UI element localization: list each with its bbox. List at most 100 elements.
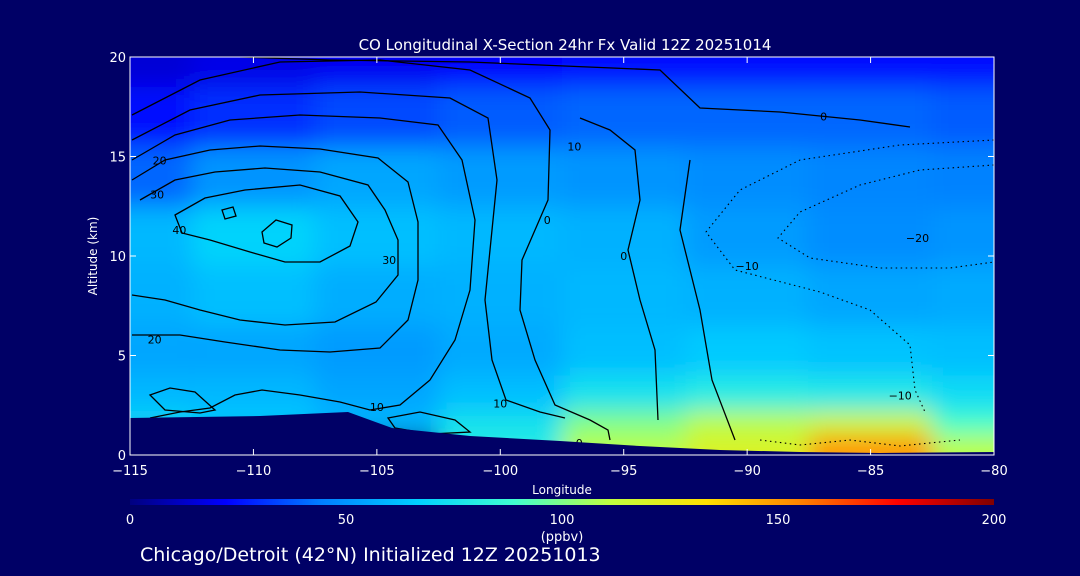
field-cell — [932, 410, 994, 436]
x-tick-label: −90 — [733, 464, 760, 479]
contour-label: −10 — [889, 389, 912, 402]
field-cell — [130, 57, 192, 87]
field-cell — [562, 146, 686, 207]
contour-line-20 — [131, 167, 399, 326]
field-cell — [438, 410, 562, 436]
contour-label: 0 — [620, 250, 627, 263]
y-tick-label: 20 — [109, 51, 126, 66]
field-cell — [932, 435, 994, 455]
field-cell — [562, 86, 686, 147]
contour-label: 10 — [567, 141, 581, 154]
field-cell — [562, 325, 686, 376]
field-cell — [808, 146, 933, 207]
footer-subtitle: Chicago/Detroit (42°N) Initialized 12Z 2… — [140, 544, 601, 566]
x-axis-label: Longitude — [532, 483, 592, 497]
contour-label: 0 — [820, 111, 827, 124]
y-tick-label: 0 — [118, 449, 126, 464]
field-cell — [932, 325, 994, 376]
contour-label: 20 — [148, 334, 162, 347]
field-cell — [685, 146, 809, 207]
contour-line-40b — [221, 206, 237, 220]
colorbar-tick-label: 150 — [766, 513, 791, 528]
field-cell — [808, 206, 933, 266]
field-cell — [932, 146, 994, 207]
field-cell — [438, 375, 562, 411]
contour-label: 10 — [493, 397, 507, 410]
field-cell — [808, 410, 933, 436]
field-cell — [685, 375, 809, 411]
x-tick-label: −85 — [857, 464, 884, 479]
field-cell — [808, 435, 933, 455]
contour-label: 10 — [370, 401, 384, 414]
field-cell — [191, 57, 316, 87]
field-cell — [315, 375, 439, 411]
colorbar-tick-label: 100 — [550, 513, 575, 528]
field-cell — [685, 206, 809, 266]
field-cell — [932, 265, 994, 326]
contour-line-10d — [148, 387, 217, 414]
field-cell — [685, 410, 809, 436]
contour-label: 40 — [172, 224, 186, 237]
contour-lines — [131, 57, 994, 447]
y-tick-label: 10 — [109, 250, 126, 265]
colorbar-unit-label: (ppbv) — [541, 530, 584, 545]
field-cell — [191, 206, 316, 266]
field-cell — [191, 375, 316, 411]
contour-line-10a — [131, 145, 419, 353]
field-cell — [315, 325, 439, 376]
contour-label: 30 — [382, 254, 396, 267]
field-cell — [130, 375, 192, 411]
y-axis: 0 5 10 15 20 — [109, 51, 994, 464]
colorbar-gradient — [130, 499, 994, 505]
x-axis: −115 −110 −105 −100 −95 −90 −85 −80 — [112, 57, 1008, 479]
field-cell — [562, 410, 686, 436]
field-cell — [932, 57, 994, 87]
field-cell — [562, 265, 686, 326]
field-cell — [438, 325, 562, 376]
field-cell — [808, 57, 933, 87]
x-tick-label: −105 — [359, 464, 395, 479]
field-cell — [932, 206, 994, 266]
field-cell — [315, 206, 439, 266]
chart-title: CO Longitudinal X-Section 24hr Fx Valid … — [359, 36, 772, 54]
field-cell — [808, 265, 933, 326]
contour-line-neg20 — [777, 164, 994, 269]
contour-label: 20 — [153, 154, 167, 167]
field-cell — [808, 325, 933, 376]
contour-label: 30 — [150, 188, 164, 201]
contour-line-0a — [131, 59, 611, 441]
field-cell — [932, 86, 994, 147]
field-cell — [685, 265, 809, 326]
field-cell — [130, 325, 192, 376]
contour-line-0d — [679, 159, 736, 441]
field-cell — [130, 265, 192, 326]
contour-line-40a — [261, 219, 293, 248]
x-tick-label: −95 — [610, 464, 637, 479]
x-tick-label: −100 — [482, 464, 518, 479]
field-cell — [932, 375, 994, 411]
x-tick-label: −110 — [236, 464, 272, 479]
field-cell — [438, 265, 562, 326]
contour-line-10e — [386, 411, 472, 435]
field-cell — [438, 86, 562, 147]
colorbar-tick-label: 50 — [338, 513, 355, 528]
field-cell — [315, 265, 439, 326]
field-cell — [562, 375, 686, 411]
field-cell — [562, 206, 686, 266]
contour-line-0b — [579, 117, 659, 421]
contour-line-10b — [131, 114, 476, 419]
y-tick-label: 5 — [118, 350, 126, 365]
field-cell — [191, 265, 316, 326]
x-tick-label: −80 — [980, 464, 1007, 479]
field-cell — [130, 206, 192, 266]
terrain-mask — [130, 412, 994, 455]
field-cell — [130, 86, 192, 147]
x-tick-label: −115 — [112, 464, 148, 479]
contour-label: 0 — [544, 214, 551, 227]
colorbar: 0 50 100 150 200 (ppbv) — [126, 499, 1006, 545]
contour-label: −10 — [736, 260, 759, 273]
field-cell — [438, 146, 562, 207]
